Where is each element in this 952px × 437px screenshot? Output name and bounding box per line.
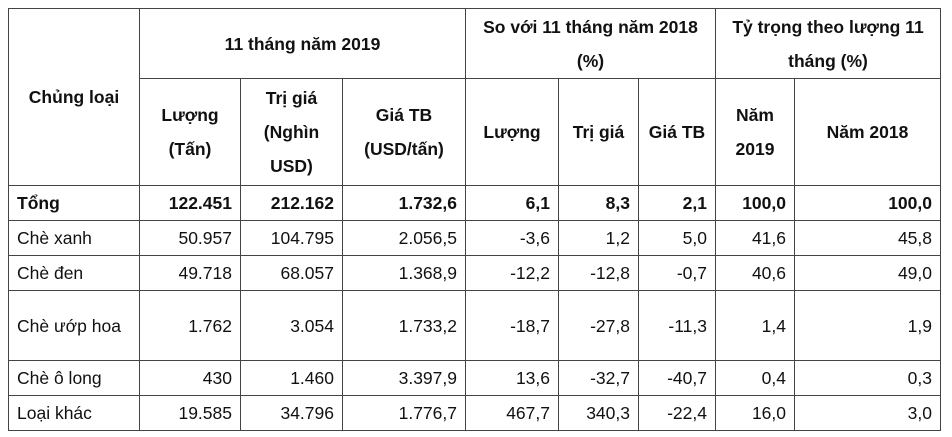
cell-value: 6,1 bbox=[465, 185, 559, 221]
cell-value: -18,7 bbox=[465, 290, 559, 361]
header-col: Lượng (Tấn) bbox=[139, 78, 241, 186]
cell-value: -32,7 bbox=[558, 360, 639, 396]
cell-value: 2.056,5 bbox=[342, 220, 466, 256]
row-name: Loại khác bbox=[8, 395, 140, 431]
row-name: Tổng bbox=[8, 185, 140, 221]
cell-value: -0,7 bbox=[638, 255, 716, 291]
cell-value: -22,4 bbox=[638, 395, 716, 431]
cell-value: 3.397,9 bbox=[342, 360, 466, 396]
cell-value: 0,3 bbox=[794, 360, 941, 396]
row-name: Chè ô long bbox=[8, 360, 140, 396]
header-col: Trị giá bbox=[558, 78, 639, 186]
cell-value: 1,9 bbox=[794, 290, 941, 361]
table-row: Loại khác 19.585 34.796 1.776,7 467,7 340,3 -2… bbox=[8, 395, 941, 431]
cell-value: -3,6 bbox=[465, 220, 559, 256]
header-col: Trị giá (Nghìn USD) bbox=[240, 78, 343, 186]
header-col: Giá TB (USD/tấn) bbox=[342, 78, 466, 186]
cell-value: -11,3 bbox=[638, 290, 716, 361]
tea-export-table: Chủng loại 11 tháng năm 2019 So với 11 t… bbox=[8, 8, 941, 431]
header-col: Năm 2019 bbox=[715, 78, 795, 186]
header-group-compare: So với 11 tháng năm 2018 (%) bbox=[465, 8, 716, 79]
cell-value: 40,6 bbox=[715, 255, 795, 291]
cell-value: 1.733,2 bbox=[342, 290, 466, 361]
cell-value: 430 bbox=[139, 360, 241, 396]
table-row: Chè xanh 50.957 104.795 2.056,5 -3,6 1,2 5,0 41… bbox=[8, 220, 941, 256]
cell-value: 34.796 bbox=[240, 395, 343, 431]
cell-value: 49,0 bbox=[794, 255, 941, 291]
table-row: Chè ô long 430 1.460 3.397,9 13,6 -32,7 -40,7 0… bbox=[8, 360, 941, 396]
header-group-2019: 11 tháng năm 2019 bbox=[139, 8, 466, 79]
cell-value: 467,7 bbox=[465, 395, 559, 431]
header-col: Lượng bbox=[465, 78, 559, 186]
cell-value: 13,6 bbox=[465, 360, 559, 396]
cell-value: -27,8 bbox=[558, 290, 639, 361]
cell-value: 3.054 bbox=[240, 290, 343, 361]
cell-value: 41,6 bbox=[715, 220, 795, 256]
cell-value: 3,0 bbox=[794, 395, 941, 431]
cell-value: 1.732,6 bbox=[342, 185, 466, 221]
table-row: Tổng 122.451 212.162 1.732,6 6,1 8,3 2,1 100,0 1… bbox=[8, 185, 941, 221]
row-name: Chè xanh bbox=[8, 220, 140, 256]
cell-value: 50.957 bbox=[139, 220, 241, 256]
cell-value: 122.451 bbox=[139, 185, 241, 221]
cell-value: 45,8 bbox=[794, 220, 941, 256]
row-name: Chè đen bbox=[8, 255, 140, 291]
header-group-share: Tỷ trọng theo lượng 11 tháng (%) bbox=[715, 8, 941, 79]
cell-value: 340,3 bbox=[558, 395, 639, 431]
header-type: Chủng loại bbox=[8, 8, 140, 186]
cell-value: 1,2 bbox=[558, 220, 639, 256]
cell-value: 68.057 bbox=[240, 255, 343, 291]
cell-value: 2,1 bbox=[638, 185, 716, 221]
cell-value: -40,7 bbox=[638, 360, 716, 396]
table-row: Chè đen 49.718 68.057 1.368,9 -12,2 -12,8 -0,7… bbox=[8, 255, 941, 291]
header-col: Giá TB bbox=[638, 78, 716, 186]
cell-value: -12,2 bbox=[465, 255, 559, 291]
cell-value: 1.776,7 bbox=[342, 395, 466, 431]
cell-value: 49.718 bbox=[139, 255, 241, 291]
cell-value: 212.162 bbox=[240, 185, 343, 221]
cell-value: 16,0 bbox=[715, 395, 795, 431]
table-row: Chè ướp hoa 1.762 3.054 1.733,2 -18,7 -27,8 -1… bbox=[8, 290, 941, 361]
cell-value: 104.795 bbox=[240, 220, 343, 256]
cell-value: 8,3 bbox=[558, 185, 639, 221]
cell-value: 1,4 bbox=[715, 290, 795, 361]
cell-value: 5,0 bbox=[638, 220, 716, 256]
row-name: Chè ướp hoa bbox=[8, 290, 140, 361]
cell-value: -12,8 bbox=[558, 255, 639, 291]
cell-value: 1.762 bbox=[139, 290, 241, 361]
cell-value: 100,0 bbox=[794, 185, 941, 221]
header-col: Năm 2018 bbox=[794, 78, 941, 186]
cell-value: 100,0 bbox=[715, 185, 795, 221]
cell-value: 1.368,9 bbox=[342, 255, 466, 291]
cell-value: 19.585 bbox=[139, 395, 241, 431]
cell-value: 1.460 bbox=[240, 360, 343, 396]
cell-value: 0,4 bbox=[715, 360, 795, 396]
